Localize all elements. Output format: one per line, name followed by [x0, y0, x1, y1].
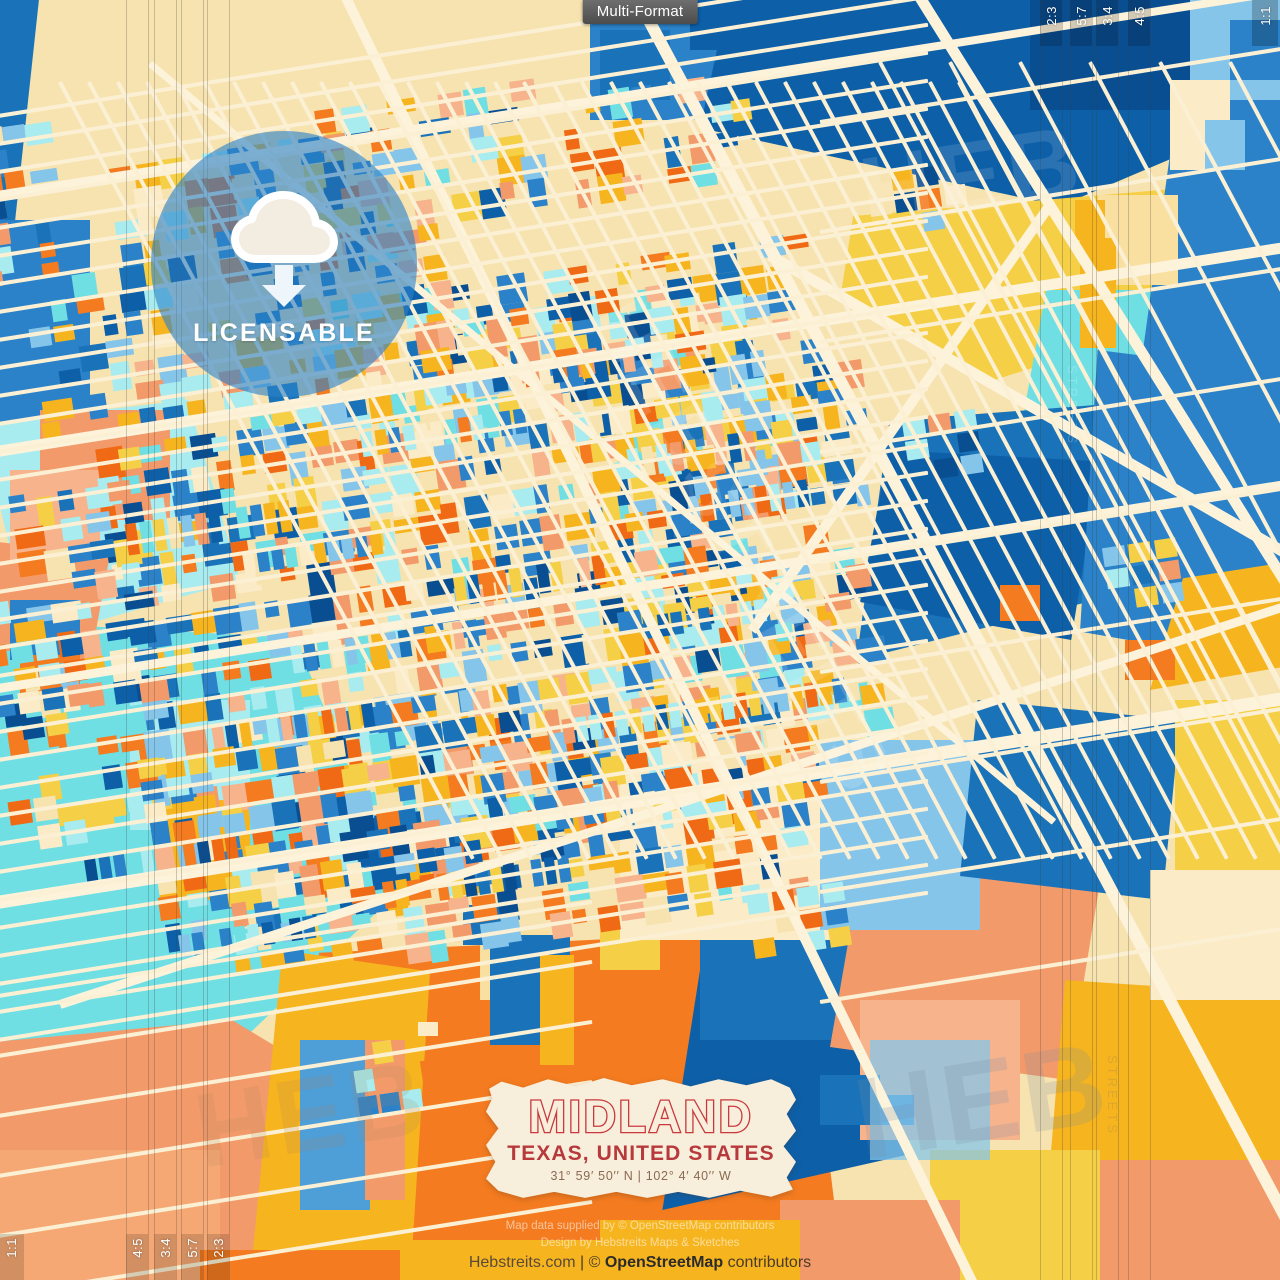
crop-guide-line — [229, 0, 230, 1280]
crop-guide-line — [203, 0, 204, 1280]
hebstreits-link[interactable]: Hebstreits.com — [468, 1254, 576, 1271]
crop-guide-line — [176, 0, 177, 1280]
contributors-label: contributors — [727, 1254, 812, 1271]
credit-separator: | — [580, 1254, 585, 1271]
crop-guide-line — [148, 0, 149, 1280]
multi-format-chip[interactable]: Multi-Format — [582, 0, 698, 24]
coordinates: 31° 59′ 50′′ N | 102° 4′ 40′′ W — [550, 1168, 732, 1183]
aspect-label-4-5: 4:5 — [1132, 6, 1147, 26]
copyright-symbol: © — [588, 1254, 601, 1271]
licensable-label: LICENSABLE — [193, 318, 375, 347]
crop-guide-line — [1118, 0, 1119, 1280]
crop-guide-line — [207, 0, 208, 1280]
aspect-label-1-1: 1:1 — [1258, 6, 1273, 26]
openstreetmap-link[interactable]: OpenStreetMap — [604, 1254, 724, 1271]
region-name: TEXAS, UNITED STATES — [507, 1141, 775, 1165]
crop-guide-line — [1092, 0, 1093, 1280]
crop-guide-line — [154, 0, 155, 1280]
credit-bar: Hebstreits.com | © OpenStreetMap contrib… — [0, 1254, 1280, 1272]
crop-guide-line — [126, 0, 127, 1280]
city-name: MIDLAND — [527, 1091, 754, 1142]
aspect-label-3-4: 3:4 — [1100, 6, 1115, 26]
crop-guide-line — [1062, 0, 1063, 1280]
crop-guide-line — [181, 0, 182, 1280]
crop-guide-line — [1128, 0, 1129, 1280]
crop-guide-line — [1070, 0, 1071, 1280]
crop-guide-line — [1150, 0, 1151, 1280]
licensable-badge[interactable]: LICENSABLE — [151, 131, 417, 397]
title-card: MIDLAND TEXAS, UNITED STATES 31° 59′ 50′… — [486, 1078, 796, 1198]
aspect-label-2-3: 2:3 — [1044, 6, 1059, 26]
aspect-label-5-7: 5:7 — [1074, 6, 1089, 26]
crop-guide-line — [1096, 0, 1097, 1280]
cloud-download-icon — [220, 181, 348, 313]
crop-guide-line — [1040, 0, 1041, 1280]
